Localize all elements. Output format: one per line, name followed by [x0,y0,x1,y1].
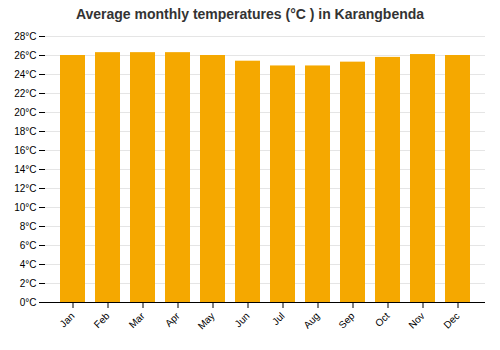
html-text:Average monthly temperatures (: Average monthly temperatures (°C ) in Ka… [75,6,425,22]
svg-text:20°C: 20°C [14,107,36,118]
svg-text:Jun: Jun [232,310,251,329]
svg-text:Apr: Apr [163,310,182,329]
svg-text:16°C: 16°C [14,145,36,156]
svg-text:Aug: Aug [301,310,321,330]
svg-text:12°C: 12°C [14,183,36,194]
svg-text:Sep: Sep [336,310,357,331]
svg-text:10°C: 10°C [14,202,36,213]
svg-text:6°C: 6°C [20,240,37,251]
svg-text:22°C: 22°C [14,88,36,99]
svg-text:26°C: 26°C [14,50,36,61]
svg-text:Feb: Feb [92,310,112,330]
svg-text:18°C: 18°C [14,126,36,137]
svg-text:24°C: 24°C [14,69,36,80]
svg-text:14°C: 14°C [14,164,36,175]
svg-text:2°C: 2°C [20,278,37,289]
svg-text:Mar: Mar [127,310,147,330]
svg-text:0°C: 0°C [20,297,37,308]
svg-text:May: May [196,310,217,331]
svg-text:Nov: Nov [406,310,426,330]
svg-text:Jan: Jan [57,310,76,329]
svg-text:8°C: 8°C [20,221,37,232]
svg-text:Jul: Jul [270,310,287,327]
svg-text:Dec: Dec [441,310,461,330]
svg-text:28°C: 28°C [14,31,36,42]
svg-text:4°C: 4°C [20,259,37,270]
svg-text:Oct: Oct [373,310,392,329]
